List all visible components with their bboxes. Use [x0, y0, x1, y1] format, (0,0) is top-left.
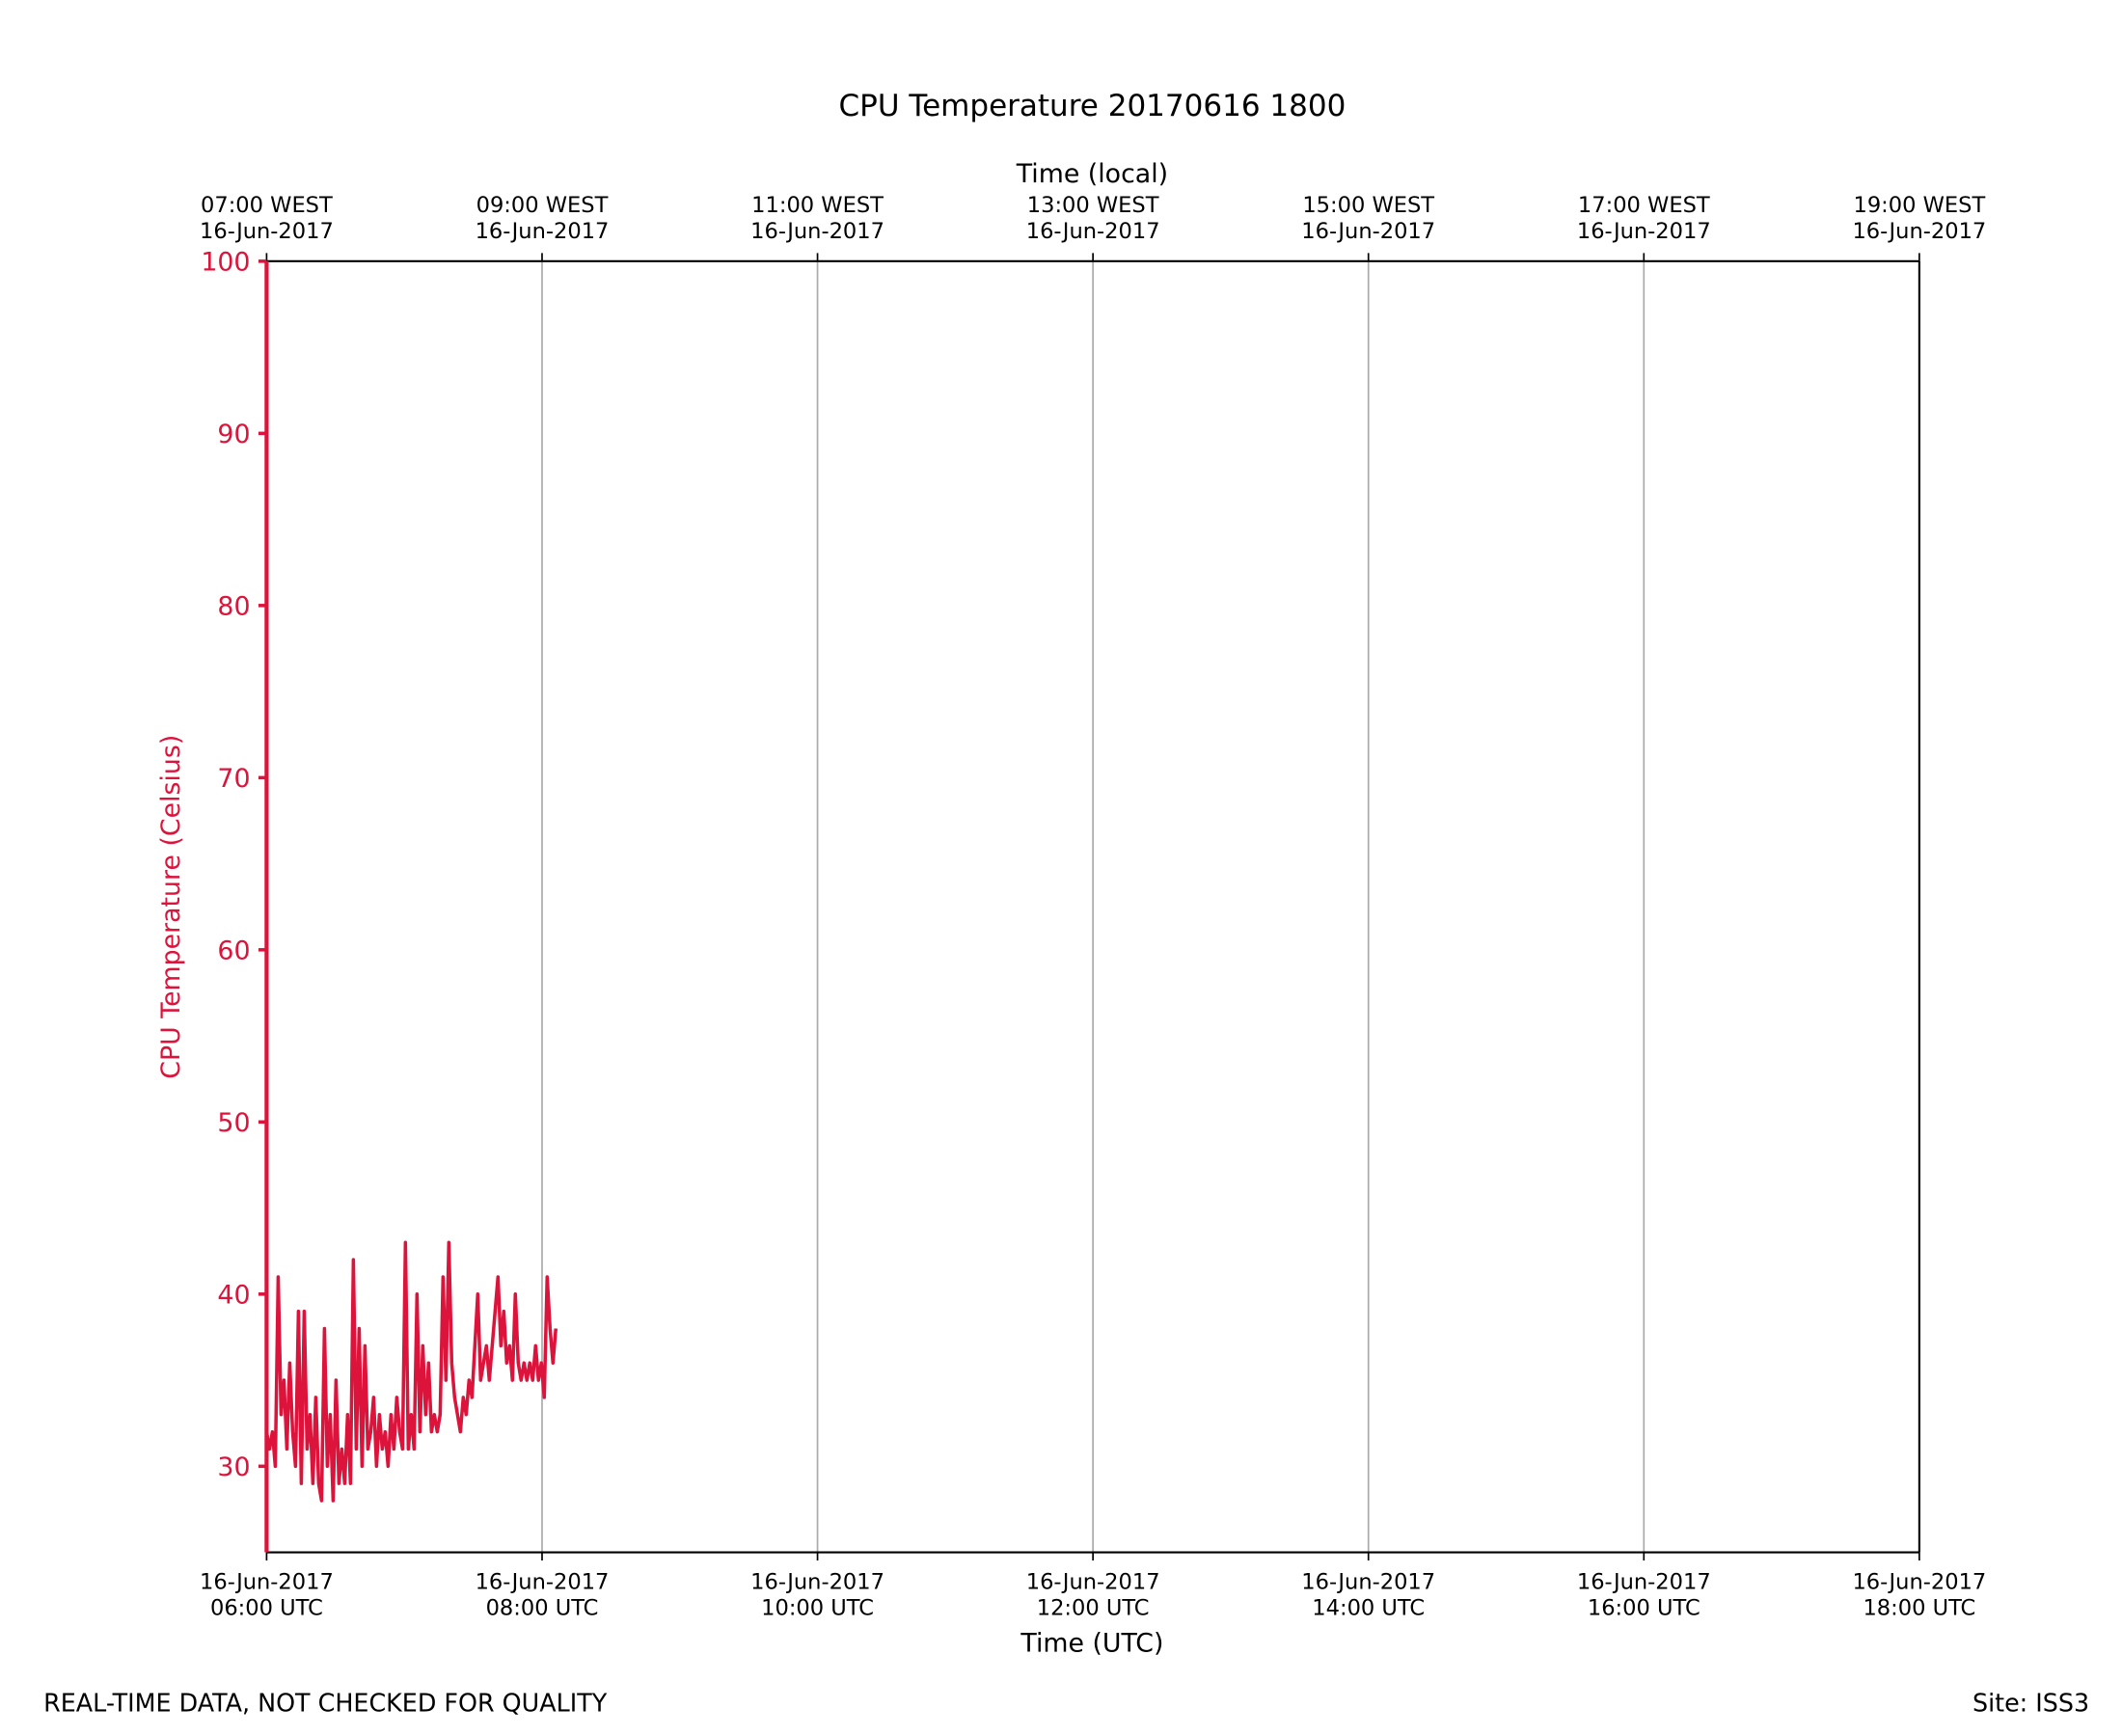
top-tick-label: 16-Jun-2017: [1026, 219, 1160, 244]
y-axis-label: CPU Temperature (Celsius): [156, 735, 186, 1079]
x-tick-label: 16-Jun-2017: [1577, 1570, 1711, 1595]
x-tick-label: 16-Jun-2017: [1301, 1570, 1435, 1595]
top-tick-label: 13:00 WEST: [1027, 193, 1159, 218]
site-label: Site: ISS3: [1972, 1689, 2089, 1718]
x-tick-label: 16-Jun-2017: [200, 1570, 334, 1595]
x-tick-label: 12:00 UTC: [1037, 1595, 1150, 1620]
x-tick-label: 08:00 UTC: [486, 1595, 599, 1620]
top-tick-label: 16-Jun-2017: [1301, 219, 1435, 244]
x-tick-label: 14:00 UTC: [1312, 1595, 1425, 1620]
y-tick-label: 70: [217, 764, 250, 794]
y-tick-label: 60: [217, 936, 250, 966]
chart-title: CPU Temperature 20170616 1800: [839, 89, 1347, 123]
top-tick-label: 16-Jun-2017: [1852, 219, 1986, 244]
y-tick-label: 100: [201, 248, 250, 278]
y-tick-label: 50: [217, 1108, 250, 1138]
footer-note: REAL-TIME DATA, NOT CHECKED FOR QUALITY: [43, 1689, 608, 1718]
top-tick-label: 16-Jun-2017: [476, 219, 610, 244]
x-tick-label: 10:00 UTC: [761, 1595, 874, 1620]
y-tick-label: 90: [217, 420, 250, 449]
top-tick-label: 16-Jun-2017: [750, 219, 884, 244]
x-tick-label: 16-Jun-2017: [1026, 1570, 1160, 1595]
x-tick-label: 16-Jun-2017: [1852, 1570, 1986, 1595]
y-tick-label: 80: [217, 592, 250, 622]
top-tick-label: 16-Jun-2017: [1577, 219, 1711, 244]
top-tick-label: 07:00 WEST: [201, 193, 333, 218]
x-tick-label: 16-Jun-2017: [750, 1570, 884, 1595]
top-tick-label: 17:00 WEST: [1578, 193, 1710, 218]
x-tick-label: 16-Jun-2017: [476, 1570, 610, 1595]
x-tick-label: 16:00 UTC: [1588, 1595, 1700, 1620]
x-axis-label: Time (UTC): [1020, 1629, 1163, 1659]
top-tick-label: 09:00 WEST: [476, 193, 609, 218]
top-tick-label: 11:00 WEST: [751, 193, 884, 218]
x-tick-label: 06:00 UTC: [210, 1595, 323, 1620]
x-tick-label: 18:00 UTC: [1863, 1595, 1975, 1620]
top-tick-label: 16-Jun-2017: [200, 219, 334, 244]
top-tick-label: 15:00 WEST: [1302, 193, 1434, 218]
y-tick-label: 40: [217, 1281, 250, 1311]
top-axis-label: Time (local): [1016, 159, 1168, 189]
top-tick-label: 19:00 WEST: [1853, 193, 1985, 218]
y-tick-label: 30: [217, 1452, 250, 1482]
data-line: [264, 1240, 558, 1503]
